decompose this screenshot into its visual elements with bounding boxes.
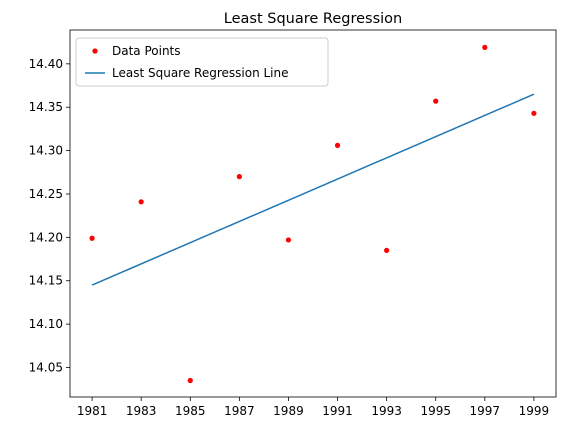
legend-label: Least Square Regression Line <box>112 66 289 80</box>
data-point <box>334 142 341 148</box>
x-axis: 1981 1983 1985 1987 1989 1991 1993 1995 1997 1999 <box>77 397 549 418</box>
y-tick-label: 14.20 <box>29 230 63 244</box>
y-axis: 14.05 14.10 14.15 14.20 14.25 14.30 14.35 14.40 <box>29 57 70 375</box>
legend-box <box>75 37 329 87</box>
x-tick-label: 1993 <box>371 404 402 418</box>
x-tick-label: 1991 <box>322 404 353 418</box>
legend: Data Points Least Square Regression Line <box>75 37 329 87</box>
x-tick-label: 1995 <box>420 404 451 418</box>
y-tick-label: 14.10 <box>29 317 63 331</box>
chart-title: Least Square Regression <box>224 11 402 27</box>
y-tick-label: 14.15 <box>29 274 63 288</box>
x-tick-label: 1989 <box>273 404 304 418</box>
y-tick-label: 14.25 <box>29 187 63 201</box>
y-tick-label: 14.40 <box>29 57 63 71</box>
data-point <box>531 110 537 116</box>
regression-line <box>91 93 535 286</box>
x-tick-label: 1987 <box>224 404 255 418</box>
data-point <box>138 199 144 205</box>
data-point <box>433 98 439 104</box>
data-point <box>187 377 193 384</box>
data-point <box>482 44 488 50</box>
data-point <box>384 247 390 253</box>
y-tick-label: 14.35 <box>29 100 63 114</box>
x-tick-label: 1997 <box>470 404 501 418</box>
data-point <box>89 235 95 241</box>
x-tick-label: 1985 <box>175 404 206 418</box>
plot-area <box>69 29 557 398</box>
x-tick-label: 1981 <box>77 404 108 418</box>
x-tick-label: 1983 <box>126 404 157 418</box>
data-point <box>236 174 242 180</box>
y-tick-label: 14.30 <box>29 144 63 158</box>
y-tick-label: 14.05 <box>29 361 63 375</box>
plot-frame <box>69 29 557 398</box>
data-point <box>285 237 292 243</box>
legend-marker-swatch <box>92 48 98 54</box>
x-tick-label: 1999 <box>519 404 550 418</box>
legend-label: Data Points <box>112 44 181 58</box>
